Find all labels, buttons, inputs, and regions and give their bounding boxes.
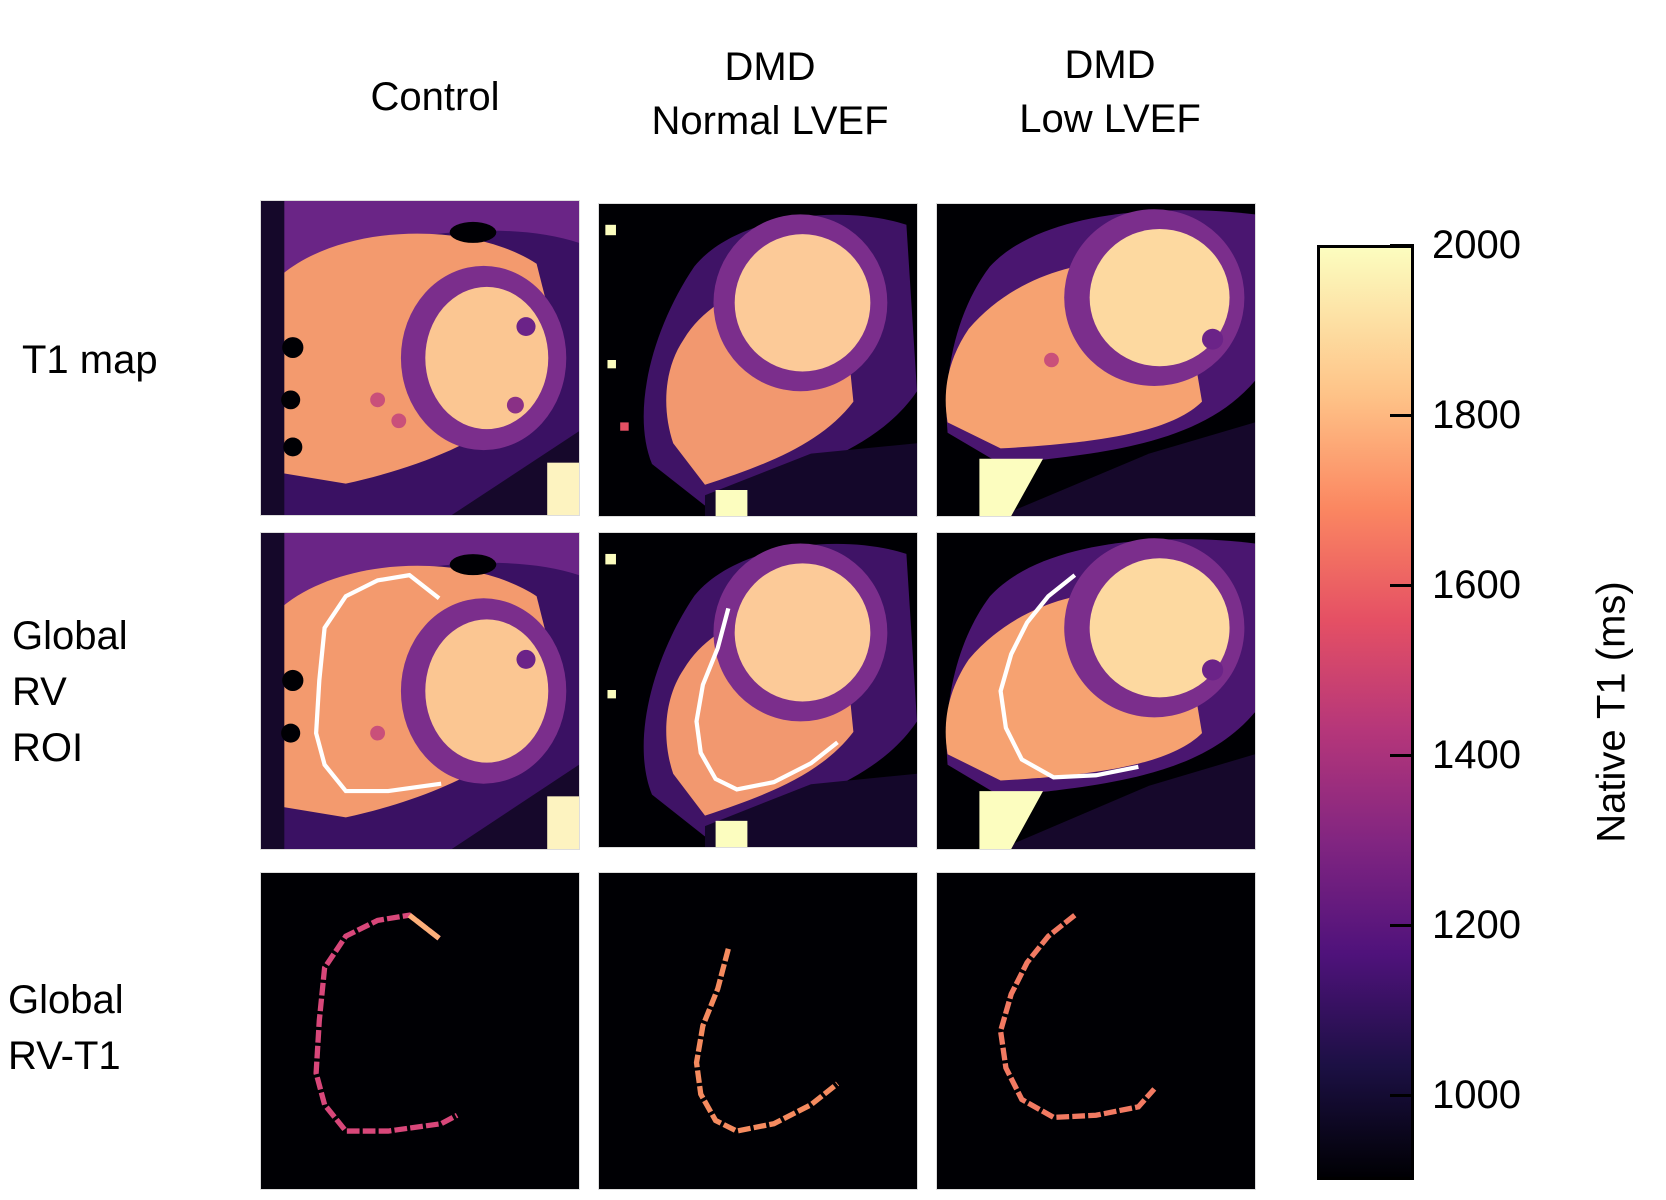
colorbar-tick-label: 1600 bbox=[1432, 563, 1521, 607]
column-header-dmd-low: DMD Low LVEF bbox=[960, 38, 1260, 146]
column-header-line: DMD bbox=[724, 45, 816, 89]
colorbar-tick-mark bbox=[1390, 924, 1414, 927]
row-label-line: Global bbox=[8, 978, 124, 1022]
colorbar-label: Native T1 (ms) bbox=[1589, 581, 1634, 843]
row-label-line: RV-T1 bbox=[8, 1034, 121, 1078]
row-label-line: Global bbox=[12, 614, 128, 658]
row-label-line: RV bbox=[12, 670, 67, 714]
colorbar-tick-mark bbox=[1390, 244, 1414, 247]
colorbar-tick-mark bbox=[1390, 414, 1414, 417]
colorbar-tick-label: 1200 bbox=[1432, 903, 1521, 947]
colorbar-tick-label: 2000 bbox=[1432, 223, 1521, 267]
colorbar-tick-label: 1800 bbox=[1432, 393, 1521, 437]
row-label-line: T1 map bbox=[22, 338, 158, 382]
row-label-t1-map: T1 map bbox=[22, 332, 158, 388]
colorbar-tick-mark bbox=[1390, 1094, 1414, 1097]
column-header-control: Control bbox=[305, 70, 565, 124]
roi-panel-control bbox=[260, 532, 580, 850]
rv-t1-panel-dmd-low bbox=[936, 872, 1256, 1190]
row-label-line: ROI bbox=[12, 726, 84, 770]
colorbar-tick-mark bbox=[1390, 584, 1414, 587]
column-header-dmd-normal: DMD Normal LVEF bbox=[610, 40, 930, 148]
column-header-line: Normal LVEF bbox=[651, 99, 889, 143]
colorbar-tick-mark bbox=[1390, 754, 1414, 757]
roi-panel-dmd-low bbox=[936, 532, 1256, 850]
t1-map-panel-dmd-normal bbox=[598, 203, 918, 517]
column-header-line: Low LVEF bbox=[1019, 97, 1201, 141]
column-header-line: DMD bbox=[1064, 43, 1156, 87]
colorbar-tick-label: 1000 bbox=[1432, 1073, 1521, 1117]
row-label-global-rv-roi: Global RV ROI bbox=[12, 608, 128, 776]
colorbar bbox=[1317, 245, 1414, 1180]
row-label-global-rv-t1: Global RV-T1 bbox=[8, 972, 124, 1084]
roi-panel-dmd-normal bbox=[598, 532, 918, 848]
rv-t1-panel-dmd-normal bbox=[598, 872, 918, 1190]
rv-t1-panel-control bbox=[260, 872, 580, 1190]
t1-map-panel-dmd-low bbox=[936, 203, 1256, 517]
t1-map-panel-control bbox=[260, 200, 580, 516]
colorbar-tick-label: 1400 bbox=[1432, 733, 1521, 777]
column-header-line: Control bbox=[370, 75, 500, 119]
